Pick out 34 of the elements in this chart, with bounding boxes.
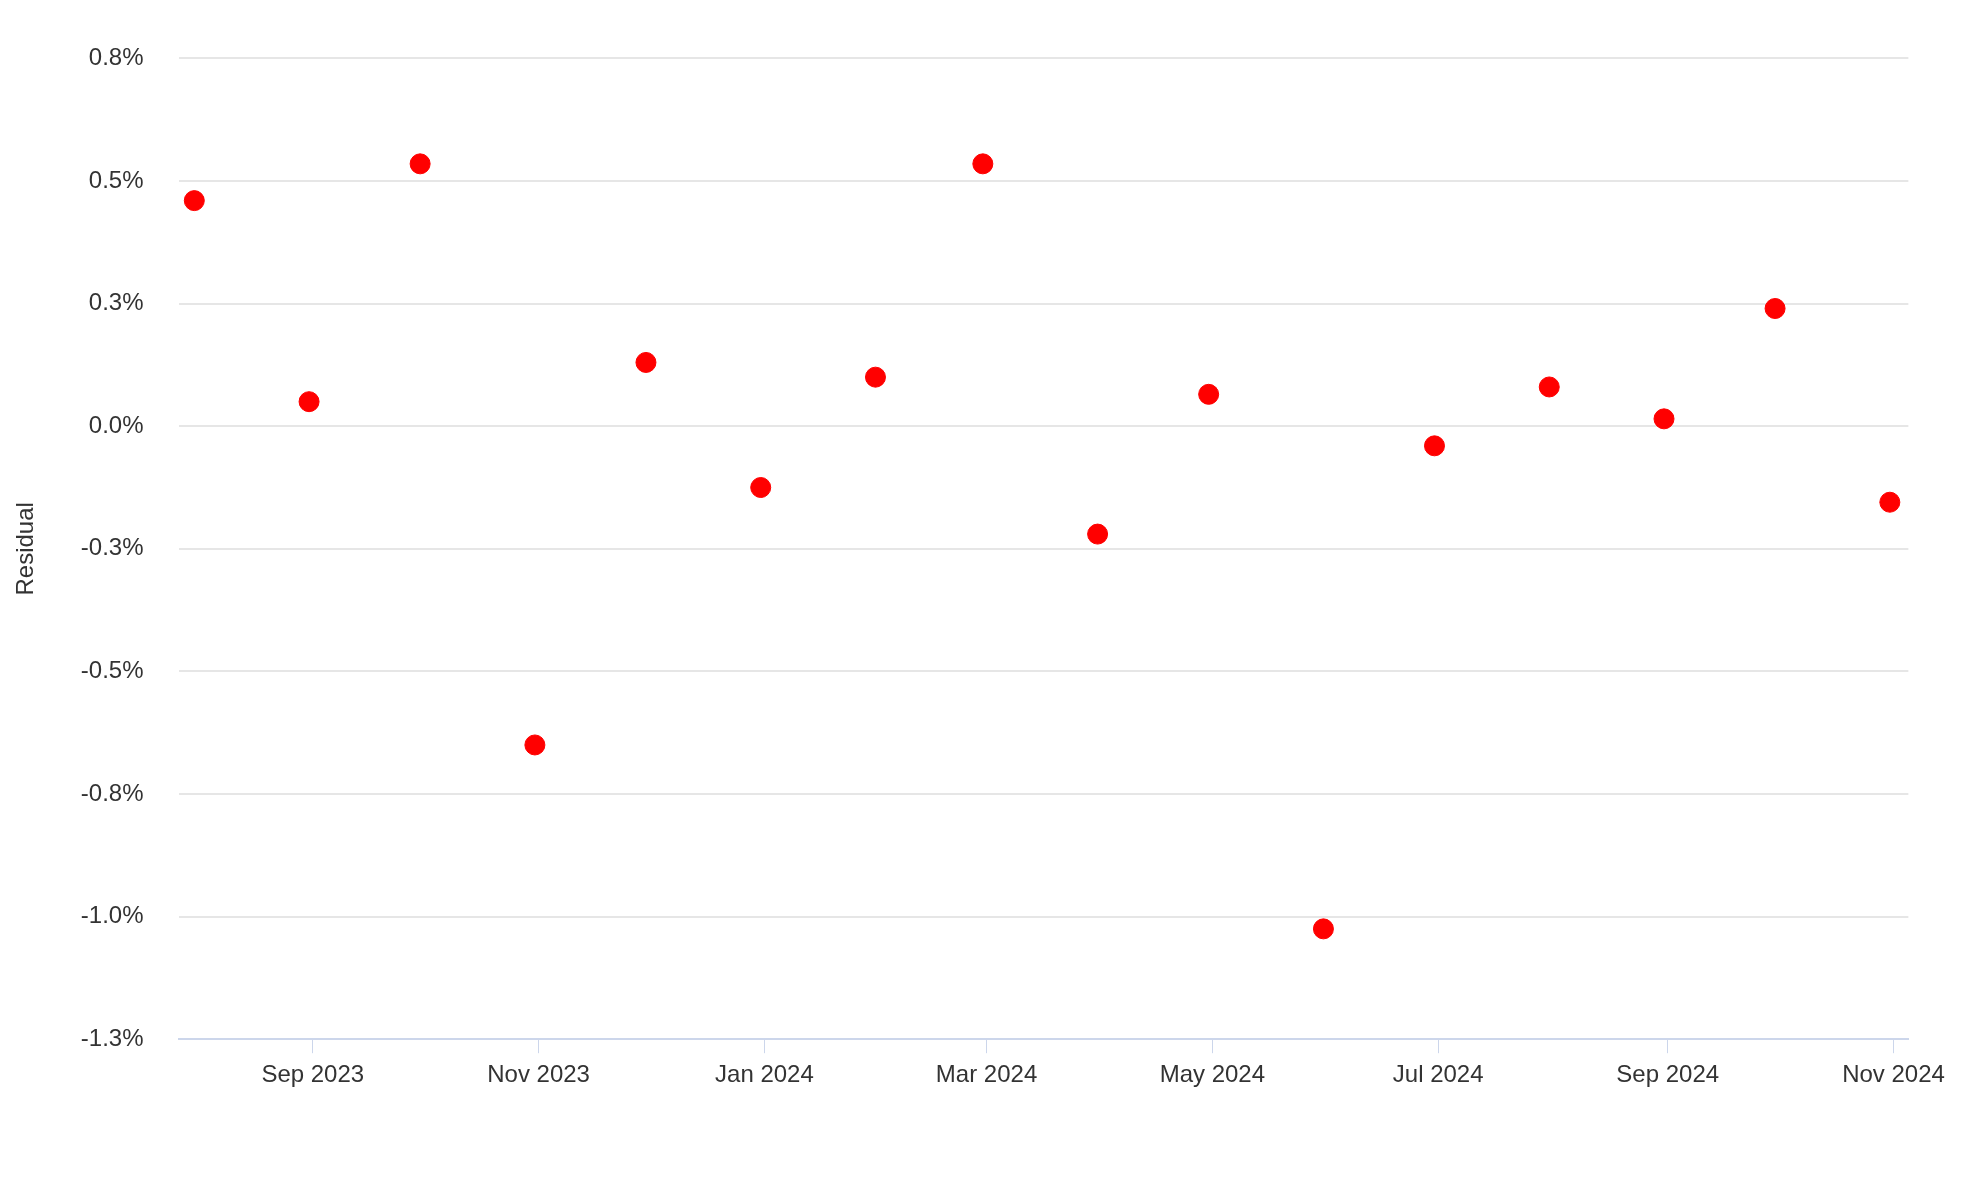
point bbox=[1198, 383, 1220, 405]
x-tick-label: Mar 2024 bbox=[935, 1060, 1038, 1088]
point bbox=[1538, 376, 1560, 398]
y-tick-label: 0.0% bbox=[88, 410, 144, 438]
y-tick-label: 0.8% bbox=[88, 43, 144, 71]
point bbox=[1087, 523, 1109, 545]
point bbox=[183, 190, 205, 212]
point bbox=[972, 153, 994, 175]
x-tick-label: Sep 2024 bbox=[1616, 1060, 1720, 1088]
x-tick-label: Jul 2024 bbox=[1392, 1060, 1484, 1088]
y-tick-label: 0.3% bbox=[88, 288, 144, 316]
y-tick-label: -1.0% bbox=[80, 901, 144, 929]
point bbox=[409, 153, 431, 175]
x-tick-label: Nov 2023 bbox=[487, 1060, 590, 1088]
y-tick-label: 0.5% bbox=[88, 165, 144, 193]
point bbox=[750, 477, 772, 498]
x-tick-label: Nov 2024 bbox=[1842, 1060, 1945, 1088]
y-tick-label: -1.3% bbox=[80, 1023, 144, 1051]
point bbox=[524, 734, 546, 756]
y-tick-label: -0.5% bbox=[80, 656, 144, 684]
point bbox=[1312, 918, 1334, 940]
y-tick-label: -0.3% bbox=[80, 533, 144, 561]
point bbox=[1423, 435, 1445, 457]
point bbox=[864, 366, 886, 388]
point bbox=[1879, 491, 1901, 513]
x-tick-label: Sep 2023 bbox=[261, 1060, 365, 1088]
point bbox=[1653, 408, 1675, 430]
x-tick-label: Jan 2024 bbox=[715, 1060, 814, 1088]
point bbox=[635, 351, 657, 373]
point bbox=[1764, 298, 1786, 319]
y-tick-label: -0.8% bbox=[80, 778, 144, 806]
y-axis-title: Residual bbox=[11, 502, 39, 596]
point bbox=[298, 391, 320, 413]
x-tick-label: May 2024 bbox=[1159, 1060, 1266, 1088]
